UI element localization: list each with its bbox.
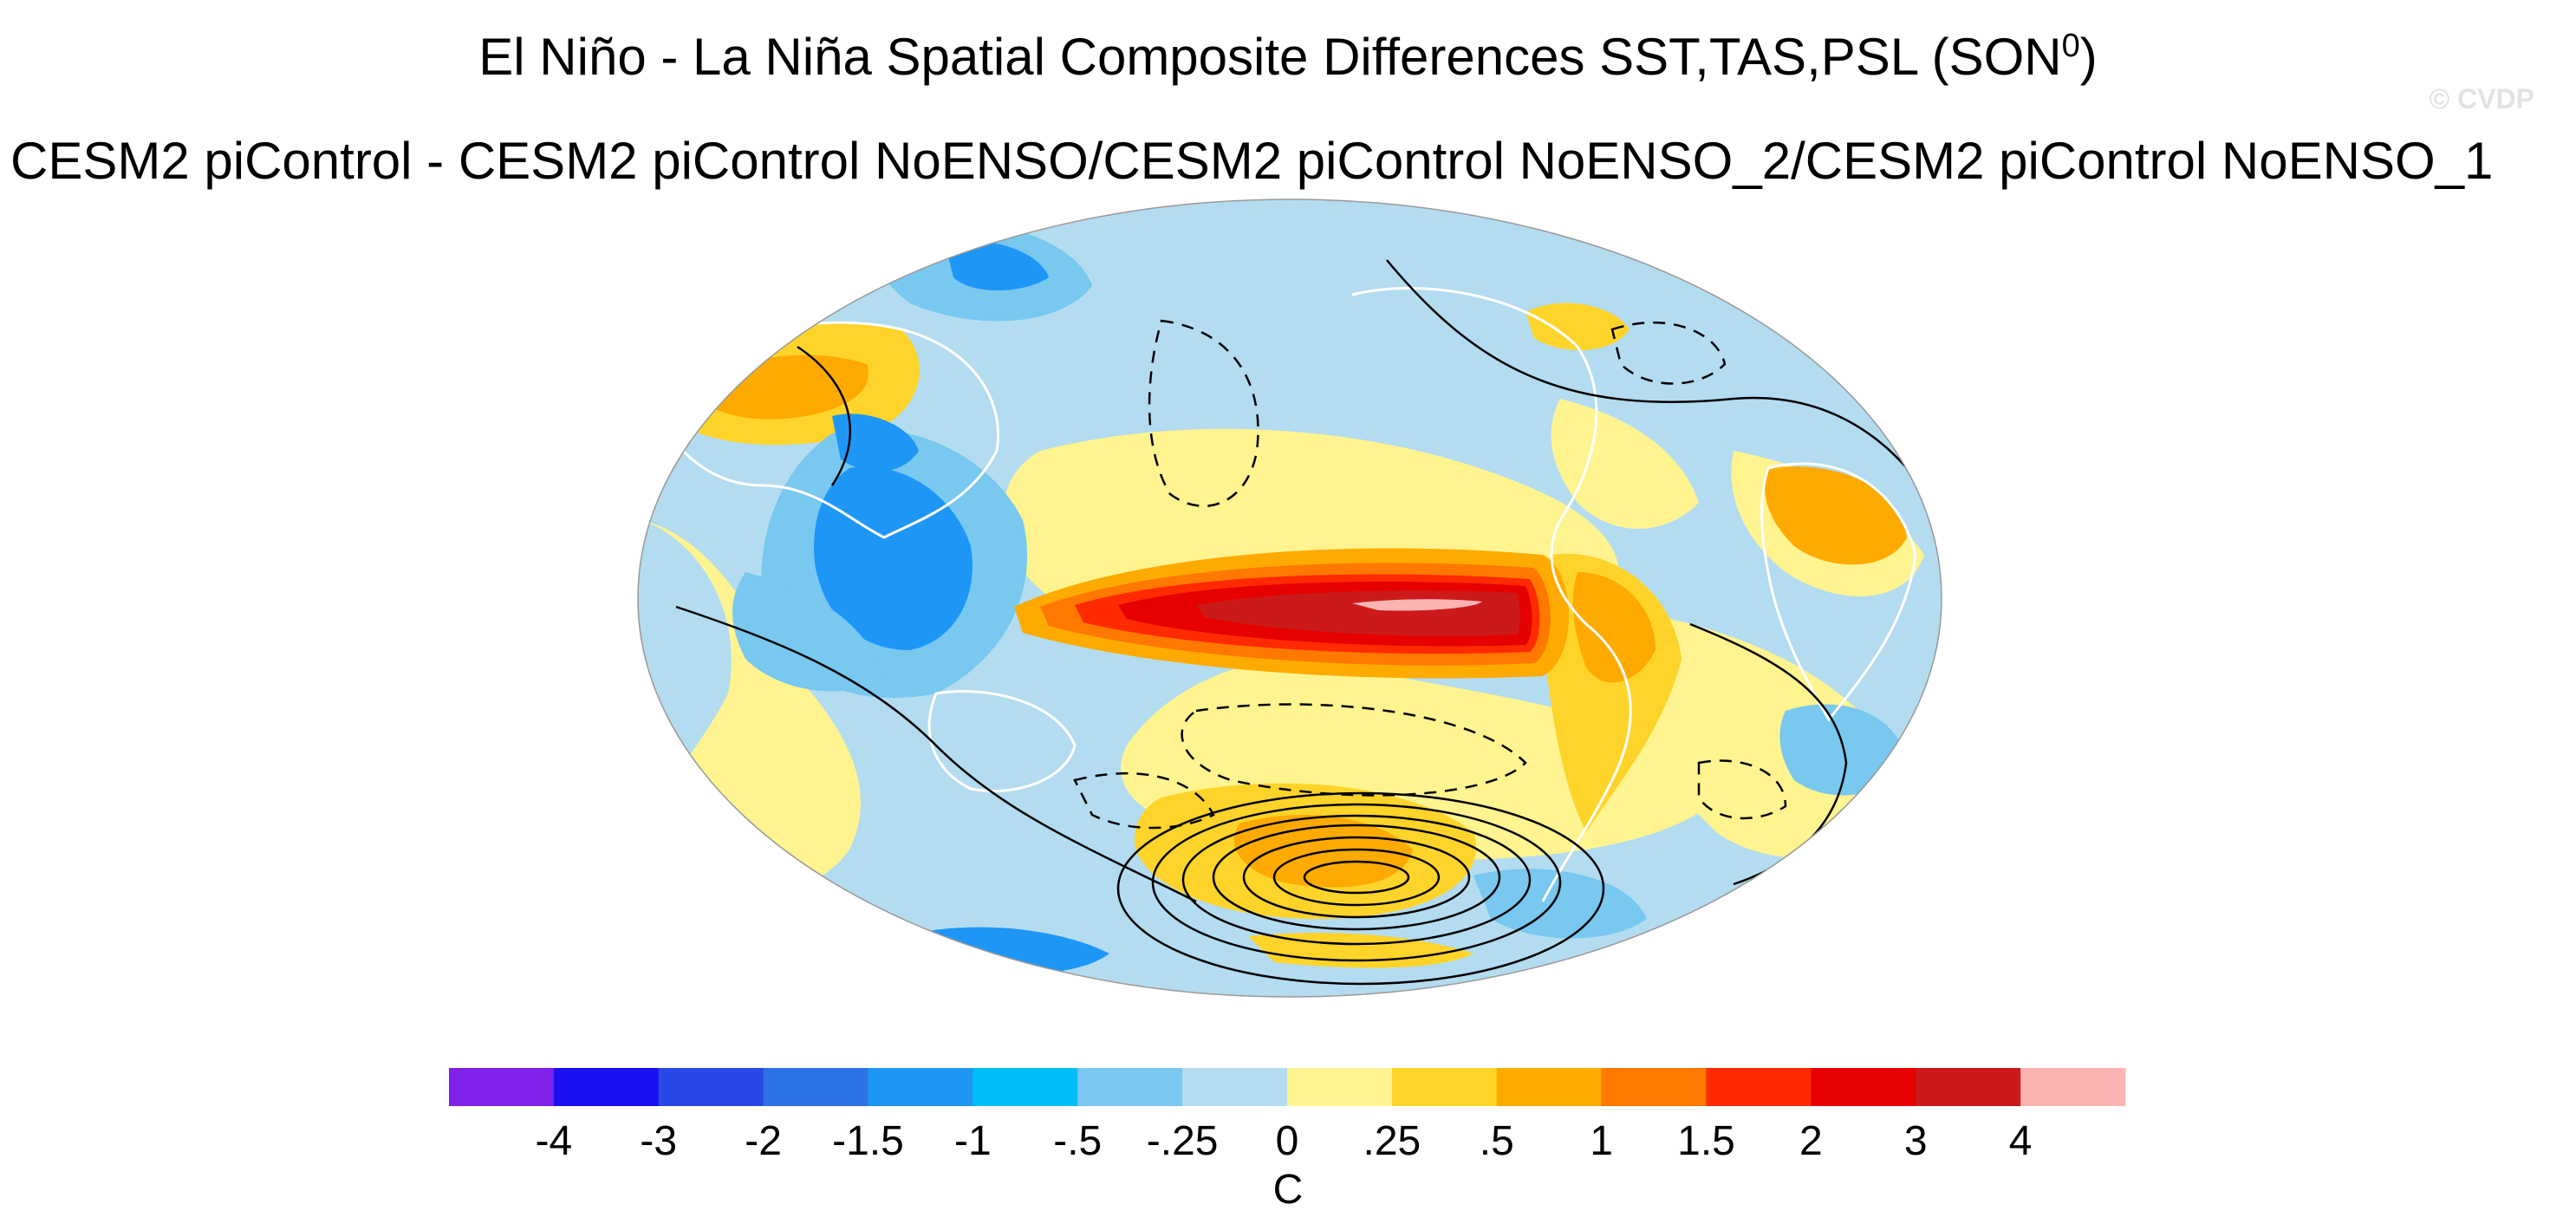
colorbar-box (1182, 1068, 1288, 1106)
anomaly-region (732, 572, 884, 692)
contour-negative (1697, 759, 1787, 820)
coastlines (657, 287, 1917, 902)
contour-positive (1303, 860, 1410, 895)
coastline-africa (1760, 462, 1917, 722)
colorbar-tick-label: 4 (2009, 1118, 2033, 1164)
globe-outline (637, 199, 1942, 998)
colorbar-labels: -4 -3 -2 -1.5 -1 -.5 -.25 0 .25 .5 1 1.5 2 3 4 (536, 1118, 2033, 1164)
colorbar-box (868, 1068, 973, 1106)
colorbar-tick-label: 3 (1904, 1118, 1928, 1164)
anomaly-region (1352, 599, 1482, 611)
colorbar-box (2020, 1068, 2126, 1106)
colorbar-tick-label: -2 (745, 1118, 782, 1164)
colorbar-unit-label: C (1273, 1167, 1304, 1213)
anomaly-region (832, 413, 919, 472)
colorbar-box (658, 1068, 764, 1106)
contour-positive (1151, 803, 1562, 962)
anomaly-region (945, 240, 1049, 290)
colorbar-box (1287, 1068, 1393, 1106)
colorbar-box (973, 1068, 1078, 1106)
colorbar-box (1496, 1068, 1603, 1106)
coastline-australia (927, 690, 1077, 793)
figure-title: El Niño - La Niña Spatial Composite Diff… (0, 26, 2576, 88)
colorbar-box (1601, 1068, 1708, 1106)
title-close: ) (2079, 28, 2098, 86)
contour-positive (1242, 836, 1471, 919)
contour-zero (675, 605, 1197, 903)
cvdp-watermark: © CVDP (2429, 83, 2534, 114)
colorbar-tick-label: 1 (1590, 1118, 1613, 1164)
contour-negative (1148, 319, 1259, 508)
anomaly-region (1572, 572, 1656, 683)
contour-negative (1073, 772, 1215, 830)
title-text: El Niño - La Niña Spatial Composite Diff… (478, 28, 2062, 86)
contour-positive (1181, 814, 1532, 946)
colorbar-tick-label: -4 (536, 1118, 573, 1164)
contour-positive (1272, 848, 1441, 907)
colorbar-box (1916, 1068, 2021, 1106)
colorbar-tick-label: -.5 (1053, 1118, 1102, 1164)
colorbar-box (1077, 1068, 1183, 1106)
anomaly-region (1765, 466, 1907, 565)
colorbar-tick-label: .5 (1480, 1118, 1514, 1164)
colorbar-tick-label: 2 (1799, 1118, 1823, 1164)
contour-positive (1116, 791, 1605, 986)
contour-zero (1386, 259, 1942, 521)
anomaly-region (1551, 399, 1699, 529)
colorbar-box (1706, 1068, 1812, 1106)
colorbar-tick-label: -1.5 (832, 1118, 904, 1164)
colorbar-boxes (449, 1068, 2126, 1106)
colorbar-tick-label: 0 (1276, 1118, 1299, 1164)
colorbar-box (1811, 1068, 1916, 1106)
contour-positive (1212, 824, 1501, 931)
colorbar-tick-label: -3 (640, 1118, 677, 1164)
coastline-americas (1351, 287, 1632, 902)
title-superscript: 0 (2061, 28, 2080, 64)
colorbar-box (1391, 1068, 1498, 1106)
coastline-asia (657, 321, 999, 539)
colorbar-tick-label: .25 (1363, 1118, 1421, 1164)
anomaly-region (1525, 303, 1630, 350)
contour-zero (797, 345, 851, 486)
colorbar-box (449, 1068, 555, 1106)
figure-subtitle: CESM2 piControl - CESM2 piControl NoENSO… (10, 132, 2494, 190)
colorbar-tick-label: -1 (954, 1118, 992, 1164)
colorbar-tick-label: 1.5 (1677, 1118, 1735, 1164)
colorbar-box (553, 1068, 660, 1106)
colorbar-box (763, 1068, 869, 1106)
contour-negative (1610, 322, 1727, 385)
colorbar-tick-label: -.25 (1147, 1118, 1219, 1164)
